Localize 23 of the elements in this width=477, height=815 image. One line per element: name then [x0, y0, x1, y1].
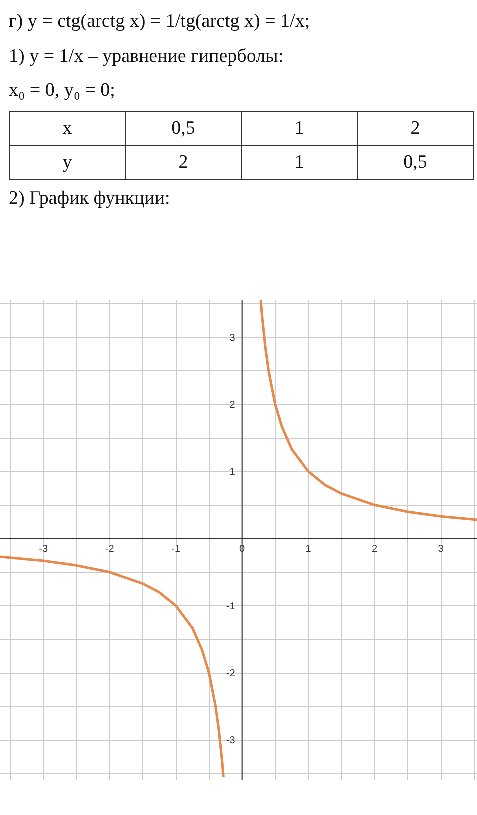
text: 2	[358, 112, 474, 146]
text: x₀ = 0, y₀ = 0;	[8, 79, 116, 104]
text: 1) y = 1/x – уравнение гиперболы:	[8, 44, 285, 69]
text: x	[10, 112, 126, 146]
y-tick-label: -3	[226, 736, 236, 747]
x-tick-label: -1	[172, 544, 181, 555]
x-tick-label: -2	[105, 544, 115, 555]
y-tick-label: -2	[226, 668, 236, 680]
y-tick-label: 3	[230, 332, 236, 344]
text: y	[10, 146, 126, 180]
line-series	[260, 300, 477, 522]
x-tick-label: 2	[372, 544, 378, 555]
text: 0,5	[126, 112, 242, 146]
line-series	[0, 556, 225, 778]
x-tick-label: 1	[306, 544, 312, 555]
x-tick-label: -3	[39, 544, 48, 555]
y-tick-label: 1	[230, 467, 236, 478]
x-tick-label: 3	[438, 544, 444, 555]
y-tick-label: 2	[230, 400, 236, 412]
y-tick-label: -1	[226, 601, 236, 612]
text: г) y = ctg(arctg x) = 1/tg(arctg x) = 1/x;	[8, 10, 312, 34]
text: 2) График функции:	[8, 187, 172, 212]
text: 0,5	[358, 146, 474, 180]
